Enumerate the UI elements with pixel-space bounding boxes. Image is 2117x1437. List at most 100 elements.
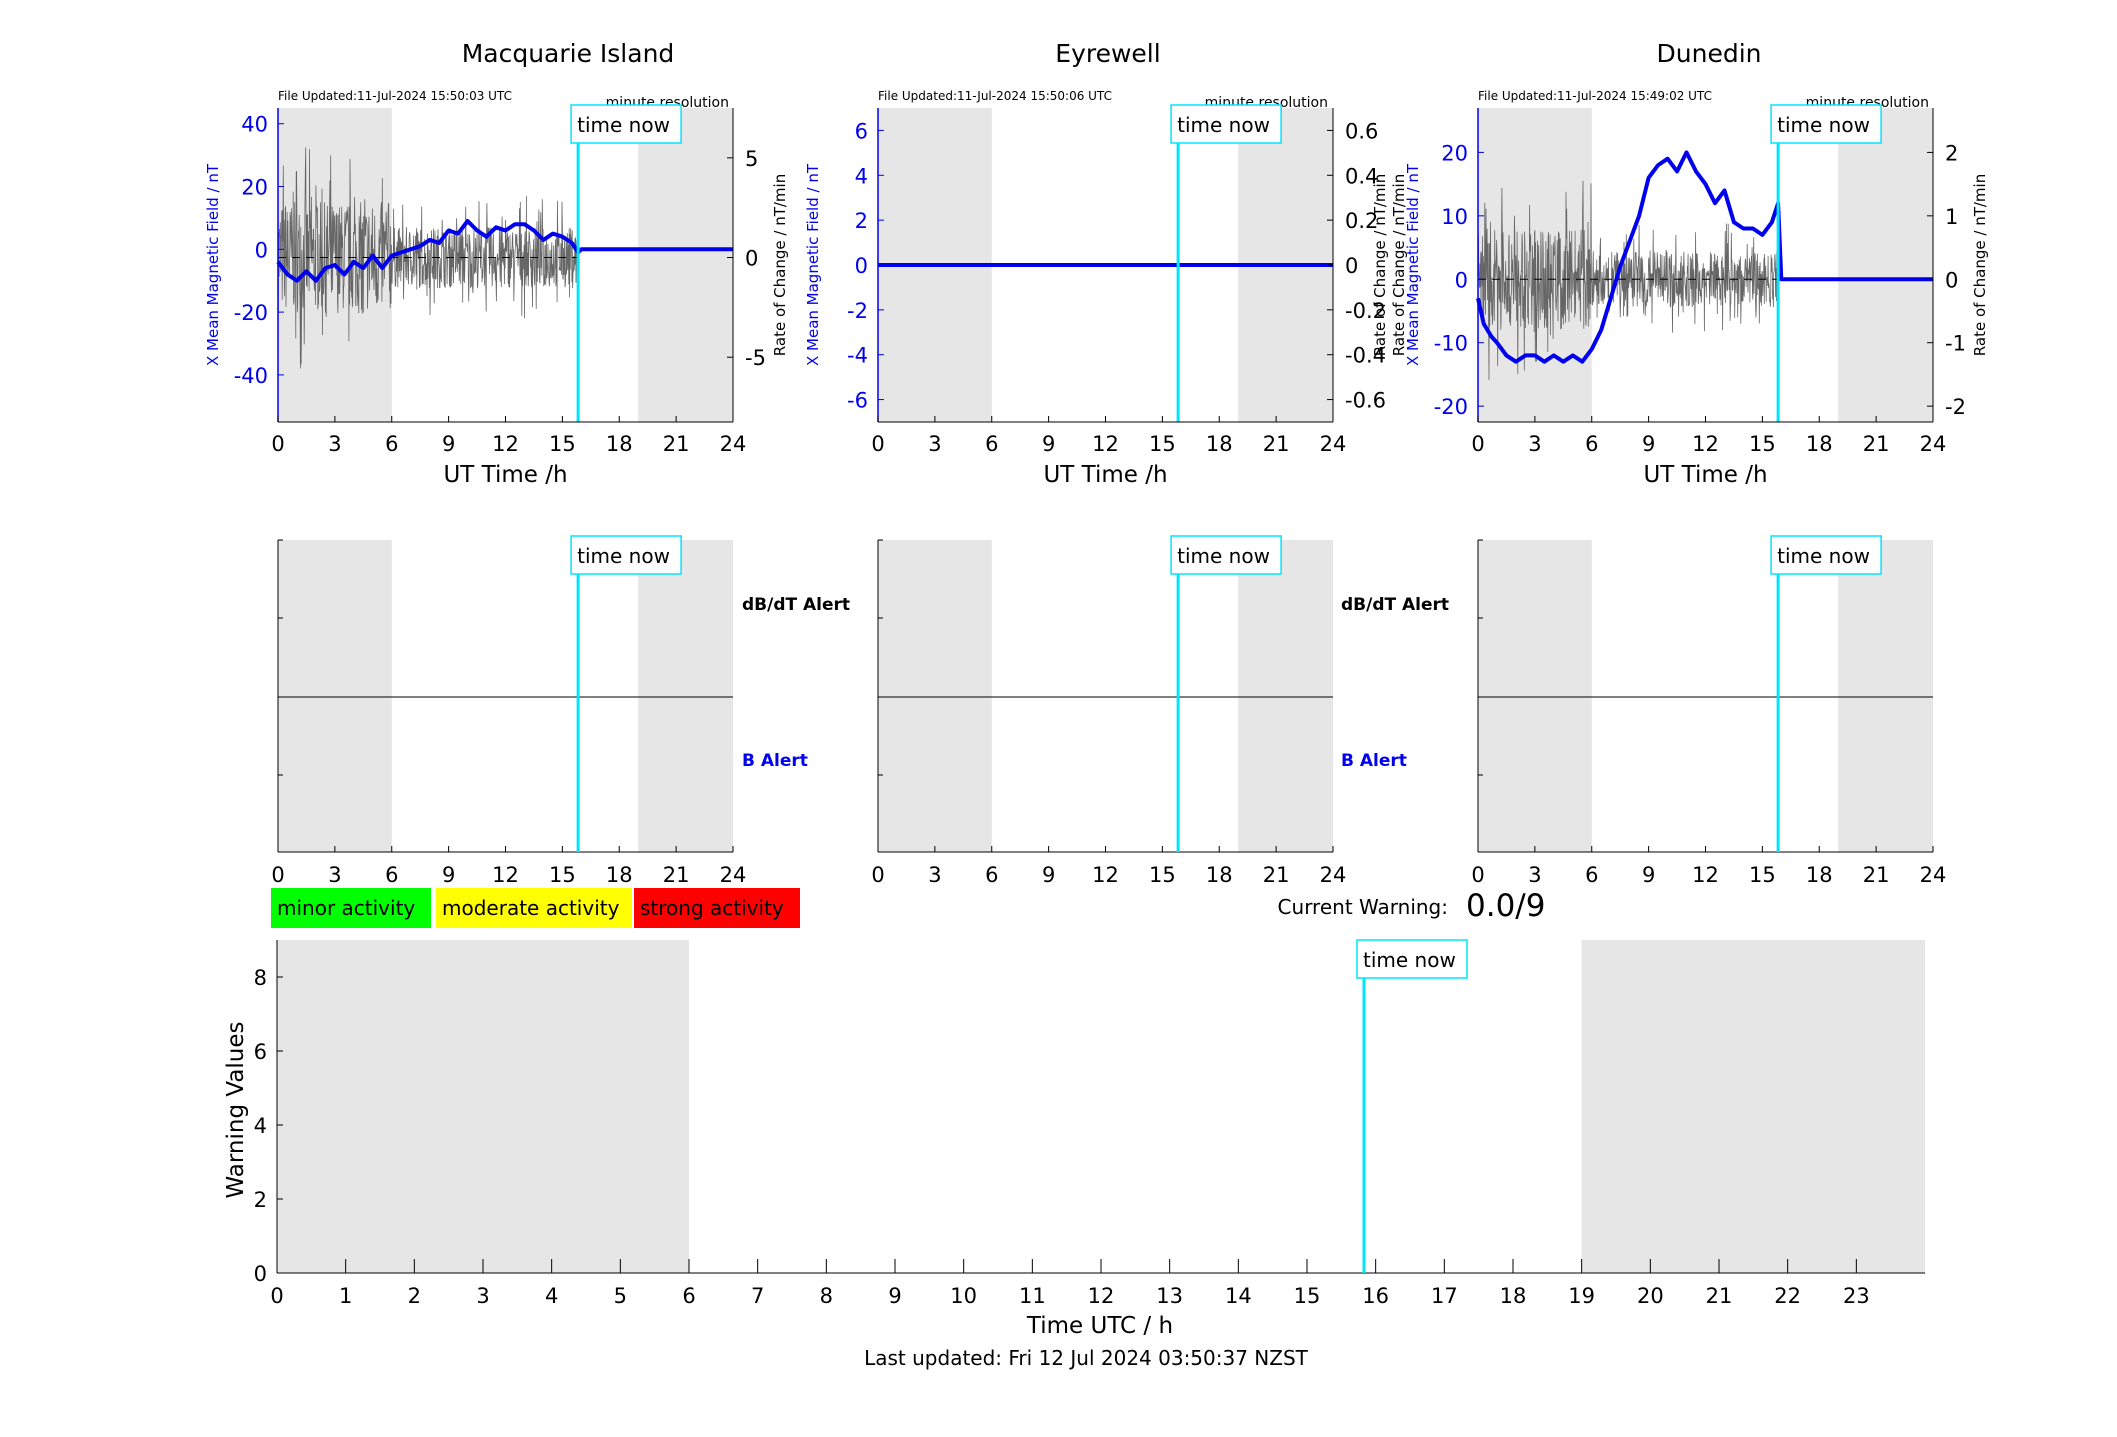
right-axis-label: Rate of Change / nT/min [771, 174, 789, 356]
warning-x-tick-label: 13 [1156, 1284, 1183, 1308]
x-tick-label: 3 [328, 432, 341, 456]
x-axis-label: UT Time /h [1043, 462, 1167, 488]
time-now-box [570, 104, 682, 144]
alert-x-tick-label: 12 [1692, 863, 1719, 887]
warning-x-tick-label: 6 [682, 1284, 695, 1308]
file-updated-eyrewell: File Updated:11-Jul-2024 15:50:06 UTC [878, 89, 1112, 103]
right-axis-label-2: Rate of Change / nT/min [1971, 174, 1989, 356]
alert-x-tick-label: 6 [1585, 863, 1598, 887]
warning-x-tick-label: 22 [1774, 1284, 1801, 1308]
warning-x-tick-label: 9 [888, 1284, 901, 1308]
left-tick-label: -2 [847, 299, 868, 323]
current-warning-label: Current Warning: [1278, 895, 1448, 919]
x-tick-label: 3 [1528, 432, 1541, 456]
warning-time-now-box [1356, 939, 1468, 979]
alert-time-now-label: time now [1777, 544, 1870, 568]
alert-time-now-label: time now [577, 544, 670, 568]
warning-x-tick-label: 10 [950, 1284, 977, 1308]
alert-x-tick-label: 12 [492, 863, 519, 887]
x-tick-label: 21 [1863, 432, 1890, 456]
x-axis-label: UT Time /h [443, 462, 567, 488]
warning-x-tick-label: 23 [1843, 1284, 1870, 1308]
alert-shade-band-1 [1238, 540, 1333, 852]
legend-minor-label: minor activity [277, 896, 415, 920]
legend-minor-swatch [271, 888, 431, 928]
station-title-macquarie: Macquarie Island [462, 39, 675, 68]
panel-macquarie: Macquarie Island File Updated:11-Jul-202… [204, 39, 789, 488]
dbdt-alert-label-1: dB/dT Alert [742, 595, 850, 615]
x-tick-label: 9 [442, 432, 455, 456]
left-tick-label: 0 [1455, 268, 1468, 292]
alert-x-tick-label: 24 [720, 863, 747, 887]
x-tick-label: 15 [1749, 432, 1776, 456]
left-tick-label: 10 [1441, 205, 1468, 229]
warning-x-tick-label: 8 [820, 1284, 833, 1308]
x-tick-label: 15 [549, 432, 576, 456]
x-axis-label: UT Time /h [1643, 462, 1767, 488]
legend-moderate-swatch [436, 888, 632, 928]
right-tick-label: -0.6 [1345, 389, 1386, 413]
alert-x-tick-label: 18 [606, 863, 633, 887]
alert-x-tick-label: 21 [1863, 863, 1890, 887]
right-tick-label: -5 [745, 346, 766, 370]
alert-shade-band-0 [278, 540, 392, 852]
alert-x-tick-label: 21 [1263, 863, 1290, 887]
alert-time-now-label: time now [1177, 544, 1270, 568]
time-now-label: time now [1177, 113, 1270, 137]
left-tick-label: -6 [847, 389, 868, 413]
alert-shade-band-1 [1838, 540, 1933, 852]
panel-eyrewell: Eyrewell File Updated:11-Jul-2024 15:50:… [804, 39, 1389, 488]
alert-x-tick-label: 0 [271, 863, 284, 887]
x-tick-label: 6 [985, 432, 998, 456]
alert-time-now-box [1770, 535, 1882, 575]
panel-dunedin: Dunedin File Updated:11-Jul-2024 15:49:0… [1390, 39, 1989, 488]
alert-x-tick-label: 3 [1528, 863, 1541, 887]
mean-field-line [276, 219, 733, 283]
b-alert-label-2: B Alert [1341, 751, 1407, 771]
alert-x-tick-label: 15 [1149, 863, 1176, 887]
b-alert-label-1: B Alert [742, 751, 808, 771]
time-now-box [1170, 104, 1282, 144]
warning-x-tick-label: 14 [1225, 1284, 1252, 1308]
alert-x-tick-label: 9 [442, 863, 455, 887]
warning-x-tick-label: 7 [751, 1284, 764, 1308]
warning-shade-band-0 [277, 940, 689, 1273]
alert-x-tick-label: 24 [1320, 863, 1347, 887]
right-tick-label: 0.2 [1345, 209, 1378, 233]
x-tick-label: 6 [1585, 432, 1598, 456]
warning-x-tick-label: 17 [1431, 1284, 1458, 1308]
rate-of-change-trace [1477, 180, 1779, 381]
alert-x-tick-label: 21 [663, 863, 690, 887]
warning-time-now-label: time now [1363, 948, 1456, 972]
time-now-label: time now [577, 113, 670, 137]
alert-shade-band-0 [878, 540, 992, 852]
warning-y-tick-label: 2 [254, 1188, 267, 1212]
warning-x-tick-label: 19 [1568, 1284, 1595, 1308]
warning-x-tick-label: 12 [1088, 1284, 1115, 1308]
legend-moderate-label: moderate activity [442, 896, 620, 920]
warning-shade-band-1 [1581, 940, 1925, 1273]
file-updated-dunedin: File Updated:11-Jul-2024 15:49:02 UTC [1478, 89, 1712, 103]
x-tick-label: 24 [1920, 432, 1947, 456]
warning-x-tick-label: 3 [476, 1284, 489, 1308]
right-tick-label: 1 [1945, 205, 1958, 229]
alert-x-tick-label: 6 [985, 863, 998, 887]
x-tick-label: 12 [492, 432, 519, 456]
alert-shade-band-1 [638, 540, 733, 852]
alert-x-tick-label: 3 [328, 863, 341, 887]
x-tick-label: 15 [1149, 432, 1176, 456]
time-now-label: time now [1777, 113, 1870, 137]
alert-x-tick-label: 24 [1920, 863, 1947, 887]
right-tick-label: 0 [745, 247, 758, 271]
alert-x-tick-label: 0 [1471, 863, 1484, 887]
left-tick-label: -20 [1434, 395, 1468, 419]
alert-x-tick-label: 12 [1092, 863, 1119, 887]
alert-x-tick-label: 18 [1806, 863, 1833, 887]
x-tick-label: 18 [1206, 432, 1233, 456]
x-tick-label: 0 [271, 432, 284, 456]
station-title-dunedin: Dunedin [1657, 39, 1762, 68]
alert-time-now-box [570, 535, 682, 575]
left-tick-label: 0 [255, 238, 268, 262]
alert-x-tick-label: 15 [549, 863, 576, 887]
right-tick-label: 0 [1345, 254, 1358, 278]
